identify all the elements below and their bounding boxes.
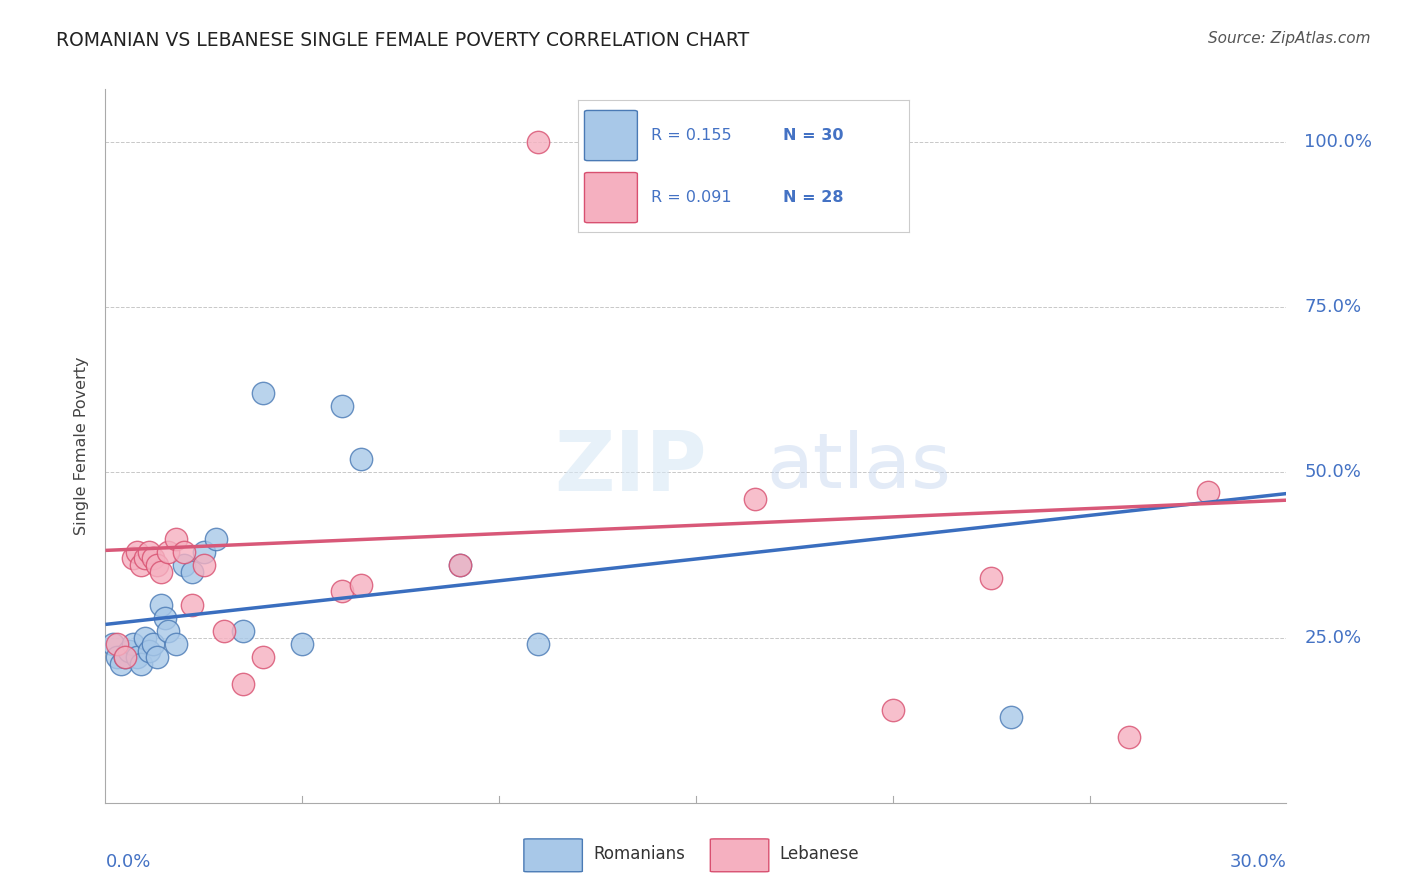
Text: atlas: atlas: [766, 431, 952, 504]
Point: [252, 650, 274, 665]
Point: [122, 551, 145, 566]
Point: [204, 532, 226, 546]
Point: [1118, 730, 1140, 744]
Point: [105, 637, 128, 651]
Point: [193, 558, 215, 572]
Point: [157, 624, 180, 638]
Point: [103, 637, 125, 651]
Point: [114, 650, 136, 665]
Point: [193, 545, 215, 559]
FancyBboxPatch shape: [524, 838, 582, 871]
Point: [212, 624, 235, 638]
Point: [173, 545, 195, 559]
Point: [145, 650, 167, 665]
Text: ZIP: ZIP: [554, 427, 707, 508]
Point: [449, 558, 471, 572]
Point: [138, 644, 160, 658]
Text: Lebanese: Lebanese: [780, 845, 859, 863]
Point: [110, 657, 132, 671]
Point: [153, 611, 176, 625]
Point: [232, 677, 254, 691]
Text: 75.0%: 75.0%: [1305, 298, 1361, 317]
Point: [181, 598, 204, 612]
Point: [606, 135, 628, 149]
Point: [527, 637, 550, 651]
Point: [125, 650, 148, 665]
Point: [350, 578, 373, 592]
Point: [134, 631, 156, 645]
Point: [125, 545, 148, 559]
Point: [149, 565, 172, 579]
Text: 50.0%: 50.0%: [1305, 464, 1361, 482]
Point: [606, 135, 628, 149]
Text: 25.0%: 25.0%: [1305, 629, 1361, 647]
Point: [138, 545, 160, 559]
FancyBboxPatch shape: [710, 838, 769, 871]
Point: [114, 650, 136, 665]
Point: [449, 558, 471, 572]
Point: [1000, 710, 1022, 724]
Point: [882, 703, 904, 717]
Point: [145, 558, 167, 572]
Point: [142, 637, 165, 651]
Point: [142, 551, 165, 566]
Point: [330, 584, 353, 599]
Point: [105, 650, 128, 665]
Point: [252, 386, 274, 401]
Point: [165, 637, 187, 651]
Text: Source: ZipAtlas.com: Source: ZipAtlas.com: [1208, 31, 1371, 46]
Point: [527, 135, 550, 149]
Text: 0.0%: 0.0%: [105, 853, 150, 871]
Text: 30.0%: 30.0%: [1230, 853, 1286, 871]
Point: [744, 135, 766, 149]
Point: [149, 598, 172, 612]
Point: [232, 624, 254, 638]
Point: [330, 400, 353, 414]
Point: [181, 565, 204, 579]
Point: [157, 545, 180, 559]
Point: [134, 551, 156, 566]
Text: Romanians: Romanians: [593, 845, 685, 863]
Point: [122, 637, 145, 651]
Text: ROMANIAN VS LEBANESE SINGLE FEMALE POVERTY CORRELATION CHART: ROMANIAN VS LEBANESE SINGLE FEMALE POVER…: [56, 31, 749, 50]
Point: [1197, 485, 1219, 500]
Text: 100.0%: 100.0%: [1305, 133, 1372, 151]
Point: [173, 558, 195, 572]
Point: [980, 571, 1002, 585]
Point: [291, 637, 314, 651]
Point: [744, 491, 766, 506]
Point: [118, 644, 141, 658]
Point: [165, 532, 187, 546]
Point: [129, 657, 152, 671]
Y-axis label: Single Female Poverty: Single Female Poverty: [75, 357, 90, 535]
Point: [350, 452, 373, 467]
Point: [129, 558, 152, 572]
